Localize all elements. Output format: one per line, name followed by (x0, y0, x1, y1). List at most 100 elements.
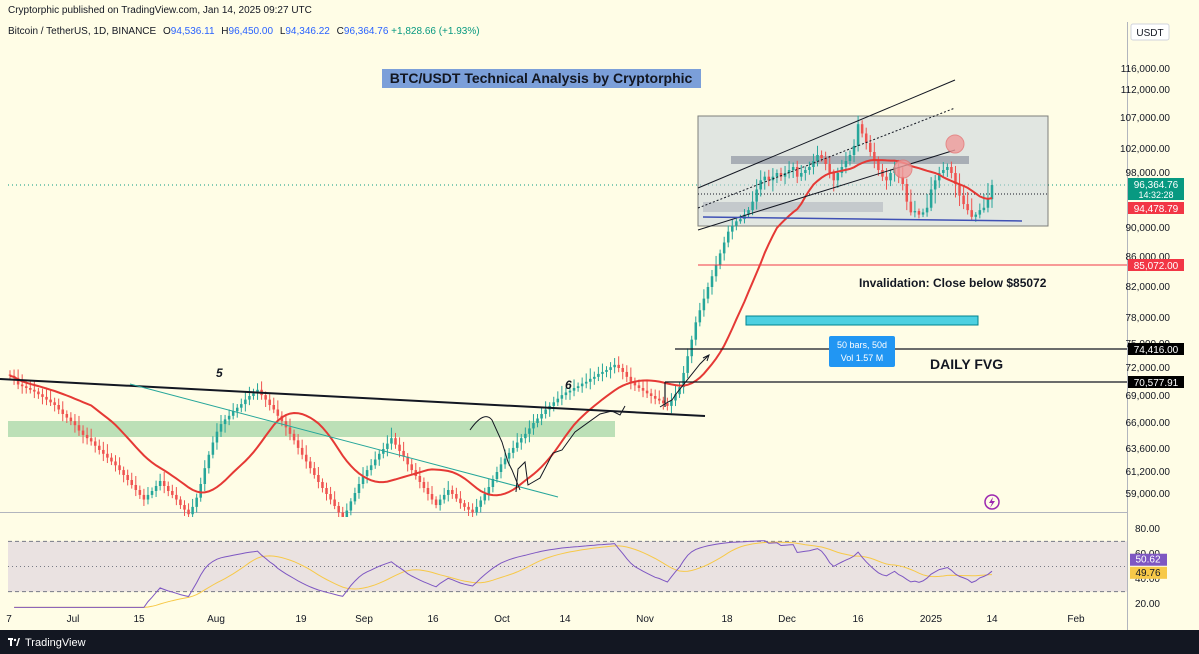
price-chart[interactable]: BTC/USDT Technical Analysis by Cryptorph… (0, 22, 1199, 630)
candle-body (329, 494, 332, 500)
candle-body (479, 500, 482, 507)
candle (102, 441, 105, 462)
candle (365, 465, 369, 484)
invalidation-label: Invalidation: Close below $85072 (859, 276, 1047, 290)
candle (617, 356, 620, 373)
candle (576, 382, 580, 392)
candle (540, 407, 543, 426)
candle-body (877, 161, 880, 170)
time-tick: Feb (1067, 614, 1085, 625)
candle-body (272, 405, 276, 410)
candle (795, 160, 799, 184)
candle (694, 316, 698, 346)
close-label: C (336, 26, 344, 37)
candle-body (24, 386, 28, 389)
candle-body (962, 195, 965, 205)
candle (864, 127, 868, 150)
candle (353, 487, 357, 505)
tradingview-logo[interactable]: TradingView (8, 637, 86, 649)
lightning-icon[interactable] (984, 494, 1000, 510)
candle-body (739, 219, 742, 222)
candle-body (154, 486, 158, 491)
candle (937, 166, 941, 188)
time-tick: 16 (427, 614, 439, 625)
candle (589, 368, 592, 390)
candle (710, 269, 714, 295)
chart-title-bg (382, 69, 701, 88)
candle-body (958, 184, 961, 196)
candle-body (150, 491, 154, 495)
candle-body (670, 400, 673, 406)
candle (146, 487, 150, 505)
candle (49, 390, 52, 406)
candle (459, 491, 462, 509)
candle (451, 485, 454, 499)
candle (442, 487, 446, 504)
currency-selector[interactable] (1130, 23, 1170, 41)
candle-body (134, 485, 138, 490)
candle (946, 163, 949, 177)
candle-body (714, 265, 718, 277)
candle-body (406, 456, 409, 465)
candle (759, 170, 762, 197)
price-tick: 86,000.00 (1126, 252, 1171, 263)
candle (767, 169, 771, 187)
candle (406, 453, 409, 472)
candle (479, 496, 482, 513)
candle-body (929, 189, 933, 208)
candle (292, 429, 296, 445)
candle (666, 397, 669, 411)
candle-body (694, 322, 698, 340)
time-tick: 7 (6, 614, 12, 625)
candle (248, 386, 251, 406)
candle-body (901, 176, 904, 185)
candle-body (800, 173, 803, 177)
rsi-tick: 40.00 (1135, 574, 1160, 585)
candle (475, 498, 478, 516)
candle-body (816, 155, 819, 161)
candle-body (954, 173, 957, 185)
candle (252, 388, 255, 400)
candle-body (288, 427, 292, 434)
countdown-label: 14:32:28 (1138, 190, 1173, 200)
candle-body (629, 376, 633, 382)
candle (211, 436, 215, 459)
candle-body (309, 461, 312, 469)
candle (77, 415, 81, 436)
candle-body (162, 481, 166, 486)
candle (272, 397, 276, 414)
candle-body (33, 389, 36, 392)
candle (434, 496, 438, 509)
candle-body (37, 391, 40, 395)
candle-body (171, 491, 174, 495)
candle-body (195, 497, 198, 507)
candle (110, 453, 113, 466)
candle (751, 191, 754, 216)
candle-body (345, 510, 349, 517)
symbol-name[interactable]: Bitcoin / TetherUS, 1D, BINANCE (8, 26, 157, 37)
descending-trendline (0, 378, 706, 417)
publish-line: Cryptorphic published on TradingView.com… (8, 5, 312, 16)
candle (8, 370, 12, 381)
candle (625, 365, 629, 383)
candle-body (860, 124, 864, 134)
candle (309, 456, 312, 474)
candle-body (264, 395, 267, 400)
candle-body (183, 505, 186, 510)
candle (718, 249, 722, 270)
candle (966, 191, 969, 215)
price-label-badge (1128, 259, 1184, 271)
candle (467, 502, 470, 516)
wave-6-label: 6 (565, 378, 572, 392)
candle (597, 366, 600, 382)
candle (544, 401, 547, 419)
candle (580, 377, 584, 393)
candle-body (459, 498, 462, 504)
candle (183, 500, 186, 516)
price-tick: 102,000.00 (1120, 144, 1170, 155)
candle-body (65, 414, 69, 418)
candle (203, 460, 207, 492)
candle-body (864, 133, 868, 143)
candle (215, 423, 219, 450)
low-value: 94,346.22 (285, 26, 330, 37)
